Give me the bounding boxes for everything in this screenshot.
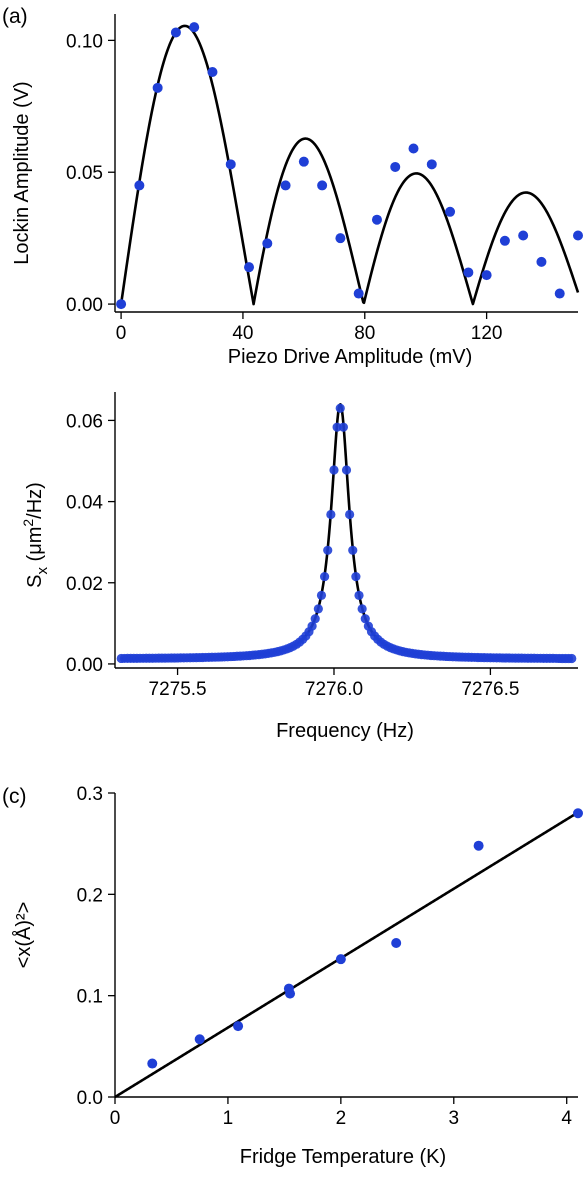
panel-a-x-axis-title: Piezo Drive Amplitude (mV) (228, 346, 473, 368)
panel-b-y-axis-title-end: /Hz) (24, 482, 46, 519)
panel-c-data-point (194, 1034, 205, 1045)
panel-c-x-tick-label: 0 (110, 1108, 121, 1129)
panel-b-x-axis-title: Frequency (Hz) (276, 720, 414, 742)
panel-c-data-point (147, 1058, 158, 1069)
panel-a-data-point (408, 143, 419, 154)
panel-b-y-axis-title-rest: (μm (24, 527, 46, 567)
panel-a-data-point (317, 180, 328, 191)
panel-a-data-point (335, 233, 346, 244)
panel-a-data-point (573, 230, 583, 241)
panel-a-data-point (280, 180, 291, 191)
panel-b-data-point (307, 621, 317, 631)
panel-c-y-tick-label: 0.2 (77, 885, 103, 906)
panel-b-data-point (345, 509, 355, 520)
panel-a-data-point (262, 238, 273, 249)
panel-b-data-point (360, 614, 370, 624)
panel-b-data-point (357, 604, 367, 614)
panel-b-y-tick-label: 0.06 (66, 411, 103, 432)
panel-c-x-tick-label: 2 (336, 1108, 347, 1129)
panel-b-y-tick-label: 0.00 (66, 655, 103, 676)
panel-b-x-tick-label: 7276.0 (305, 679, 363, 700)
panel-b-data-point (348, 545, 358, 555)
panel-a-data-point (189, 22, 200, 33)
panel-a-data-point (225, 159, 236, 170)
panel-a-data-point (554, 288, 565, 299)
panel-a-label: (a) (2, 5, 28, 28)
panel-a-y-tick-label: 0.10 (66, 31, 103, 52)
panel-a-data-point (298, 156, 309, 167)
panel-a-y-axis-title: Lockin Amplitude (V) (11, 81, 33, 264)
panel-a-data-point (536, 256, 547, 267)
panel-a-data-point (170, 27, 181, 38)
panel-c-x-axis-title: Fridge Temperature (K) (240, 1146, 446, 1168)
panel-c-x-tick-label: 3 (448, 1108, 459, 1129)
panel-a-data-point (463, 267, 474, 278)
panel-b-data-point (316, 590, 327, 600)
panel-b-fit-curve (120, 403, 573, 660)
panel-b-data-point (351, 571, 361, 582)
panel-c-data-point (391, 937, 402, 948)
panel-c-x-tick-label: 4 (561, 1108, 572, 1129)
panel-b-data-point (326, 509, 336, 520)
panel-c-data-point (573, 808, 583, 819)
panel-a-data-point (152, 82, 163, 93)
panel-b-y-axis-title-sub: x (34, 567, 51, 575)
panel-b-x-tick-label: 7275.5 (149, 679, 207, 700)
panel-b-data-point (567, 653, 577, 664)
panel-a-x-tick-label: 0 (116, 323, 127, 344)
panel-b-y-tick-label: 0.04 (66, 493, 103, 514)
panel-b-y-axis-title-sup: 2 (20, 519, 36, 527)
panel-b-data-point (320, 571, 330, 582)
panel-a-data-point (371, 214, 382, 225)
panel-b-data-point (313, 604, 323, 614)
panel-a-data-point (390, 161, 401, 172)
panel-c-y-tick-label: 0.3 (77, 784, 103, 805)
panel-a-data-point (481, 270, 492, 281)
panel-a-x-tick-label: 80 (354, 323, 375, 344)
panel-a-y-tick-label: 0.05 (66, 163, 103, 184)
panel-a-data-point (134, 180, 145, 191)
panel-a-data-point (244, 262, 255, 273)
panel-c-y-tick-label: 0.1 (77, 987, 103, 1008)
panel-c-data-point (233, 1021, 244, 1032)
panel-a-fit-curve (119, 24, 580, 306)
panel-b-spectral-density: 7275.5 7276.0 7276.5 0.00 0.02 0.04 0.06 Frequ… (20, 392, 578, 742)
panel-c-y-tick-label: 0.0 (77, 1088, 103, 1109)
panel-b-data-point (323, 545, 333, 555)
panel-c-data-point (285, 988, 296, 999)
panel-b-data-point (329, 465, 339, 475)
panel-b-data-point (341, 465, 352, 475)
panel-b-y-axis-title: Sx (μm2/Hz) (20, 482, 51, 588)
panel-a-data-point (499, 235, 510, 246)
panel-a-data-point (116, 299, 127, 310)
panel-a-data-point (207, 67, 218, 78)
panel-b-data-point (354, 590, 364, 600)
panel-a-x-tick-label: 120 (471, 323, 503, 344)
panel-b-data-point (338, 422, 348, 432)
panel-b-y-tick-label: 0.02 (66, 574, 103, 595)
panel-c-data-point (473, 840, 484, 851)
panel-b-x-tick-label: 7276.5 (461, 679, 519, 700)
panel-a-data-point (518, 230, 529, 241)
panel-a-data-point (353, 288, 364, 299)
panel-a-lockin-amplitude: (a) 0 40 80 120 0.00 0.05 0.10 Piezo Drive Amp… (2, 5, 583, 368)
panel-b-data-point (310, 614, 320, 624)
panel-c-label: (c) (2, 785, 27, 808)
panel-b-data-point (335, 403, 345, 413)
panel-c-fit-curve (114, 811, 579, 1099)
panel-c-y-axis-title: <x(Å)²> (12, 902, 35, 969)
panel-a-y-tick-label: 0.00 (66, 295, 103, 316)
panel-c-mean-square-displacement: (c) 0 1 2 3 4 0.0 0.1 0.2 0.3 Fridge Temperature… (2, 784, 583, 1168)
panel-a-data-point (445, 206, 456, 217)
panel-c-x-tick-label: 1 (223, 1108, 234, 1129)
panel-b-y-axis-title-main: S (24, 575, 46, 588)
panel-a-data-point (426, 159, 437, 170)
panel-c-data-point (335, 954, 346, 965)
panel-a-x-tick-label: 40 (232, 323, 253, 344)
